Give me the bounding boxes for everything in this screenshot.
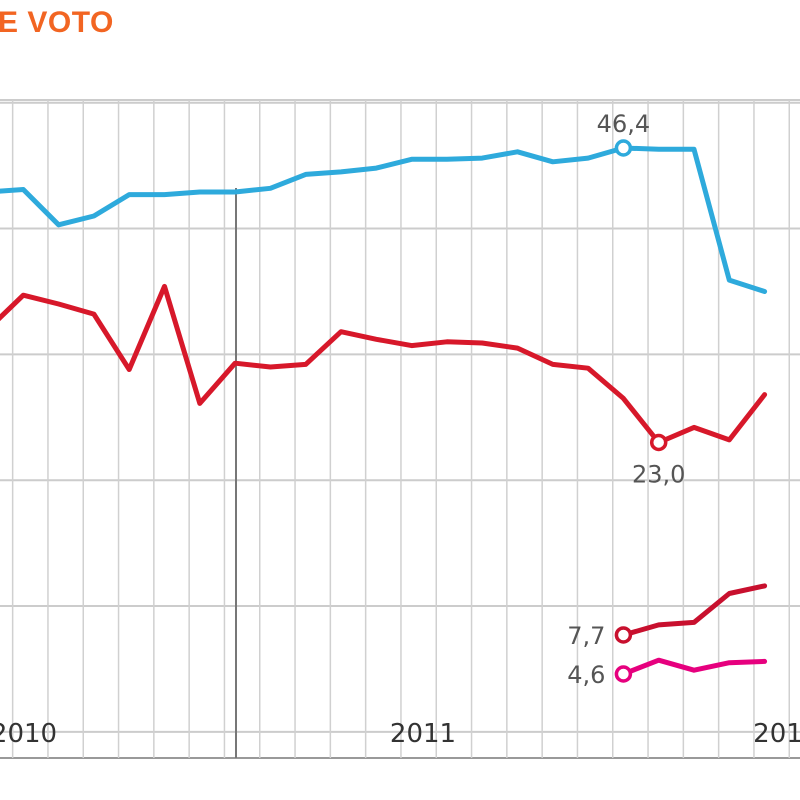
data-label: 46,4 xyxy=(597,110,650,138)
x-axis-tick-labels: 2010 2011 201 xyxy=(0,719,800,749)
series-line-1 xyxy=(0,283,768,445)
series-line-3 xyxy=(620,657,768,677)
series-markers xyxy=(614,139,668,683)
x-tick-label: 201 xyxy=(753,719,800,749)
x-tick-label: 2010 xyxy=(0,719,57,749)
data-label: 4,6 xyxy=(567,661,605,689)
data-label: 7,7 xyxy=(567,622,605,650)
chart-title: E VOTO xyxy=(0,6,114,39)
series-line-2 xyxy=(620,583,768,638)
grid-vertical xyxy=(11,100,790,758)
data-label: 23,0 xyxy=(632,460,685,488)
series-lines xyxy=(0,145,768,677)
series-line-0 xyxy=(0,145,768,294)
data-point-marker xyxy=(614,665,633,683)
data-labels: 46,4 23,0 7,7 4,6 xyxy=(567,110,685,689)
data-point-marker xyxy=(614,139,633,157)
x-tick-label: 2011 xyxy=(390,719,456,749)
data-point-marker xyxy=(614,626,633,644)
data-point-marker xyxy=(649,433,668,452)
